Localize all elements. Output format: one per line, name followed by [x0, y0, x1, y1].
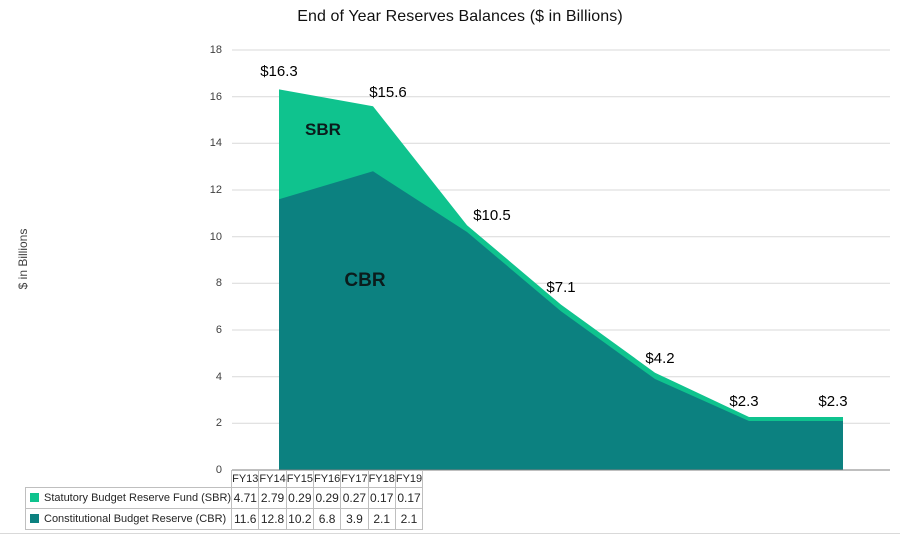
- table-header-cell: FY16: [312, 470, 342, 488]
- table-value-cell: 2.1: [394, 508, 424, 530]
- table-value-cell: 4.71: [231, 487, 260, 509]
- y-tick-label: 10: [209, 230, 222, 243]
- legend-swatch-icon: [30, 493, 39, 502]
- table-value-cell: 10.2: [285, 508, 314, 530]
- y-tick-label: 4: [215, 370, 222, 383]
- y-tick-label: 6: [215, 324, 222, 336]
- data-label: $7.1: [546, 278, 576, 296]
- table-value-cell: 12.8: [258, 508, 287, 530]
- y-tick-label: 14: [209, 137, 222, 150]
- data-label: $10.5: [473, 207, 511, 225]
- table-header-cell: FY15: [285, 470, 314, 488]
- chart-bottom-border: [0, 533, 900, 534]
- table-value-cell: 3.9: [340, 508, 369, 530]
- data-label: $2.3: [729, 393, 759, 411]
- data-label: $16.3: [260, 63, 298, 81]
- table-header-cell: FY14: [258, 470, 287, 488]
- cbr-area-label: CBR: [344, 270, 386, 291]
- table-value-cell: 0.29: [312, 487, 342, 509]
- data-label: $2.3: [818, 393, 848, 411]
- y-tick-label: 2: [215, 417, 222, 430]
- series-name: Constitutional Budget Reserve (CBR): [44, 513, 227, 525]
- sbr-area-label: SBR: [305, 120, 341, 139]
- data-label: $15.6: [369, 84, 407, 102]
- data-label: $4.2: [645, 349, 675, 367]
- data-table: FY13 FY14 FY15 FY16 FY17 FY18 FY19 Statutory Bu…: [24, 470, 424, 530]
- table-value-cell: 0.29: [285, 487, 314, 509]
- legend-swatch-icon: [30, 514, 39, 523]
- y-tick-label: 0: [215, 464, 222, 476]
- legend-row-label: Statutory Budget Reserve Fund (SBR): [24, 487, 233, 509]
- table-header-cell: FY19: [394, 470, 424, 488]
- table-value-cell: 6.8: [312, 508, 342, 530]
- table-value-cell: 0.17: [367, 487, 396, 509]
- series-name: Statutory Budget Reserve Fund (SBR): [44, 492, 232, 504]
- y-tick-label: 12: [209, 184, 222, 196]
- table-value-cell: 2.79: [258, 487, 287, 509]
- y-tick-label: 16: [209, 90, 222, 103]
- y-tick-label: 18: [209, 44, 222, 56]
- table-value-cell: 0.17: [394, 487, 424, 509]
- chart-title: End of Year Reserves Balances ($ in Bill…: [297, 8, 623, 25]
- table-corner-cell: [25, 470, 233, 488]
- legend-row-label: Constitutional Budget Reserve (CBR): [24, 508, 233, 530]
- table-value-cell: 2.1: [367, 508, 396, 530]
- table-value-cell: 11.6: [231, 508, 260, 530]
- table-value-cell: 0.27: [340, 487, 369, 509]
- table-header-cell: FY18: [367, 470, 396, 488]
- table-header-cell: FY13: [231, 470, 260, 488]
- table-header-cell: FY17: [340, 470, 369, 488]
- y-tick-label: 8: [215, 277, 222, 290]
